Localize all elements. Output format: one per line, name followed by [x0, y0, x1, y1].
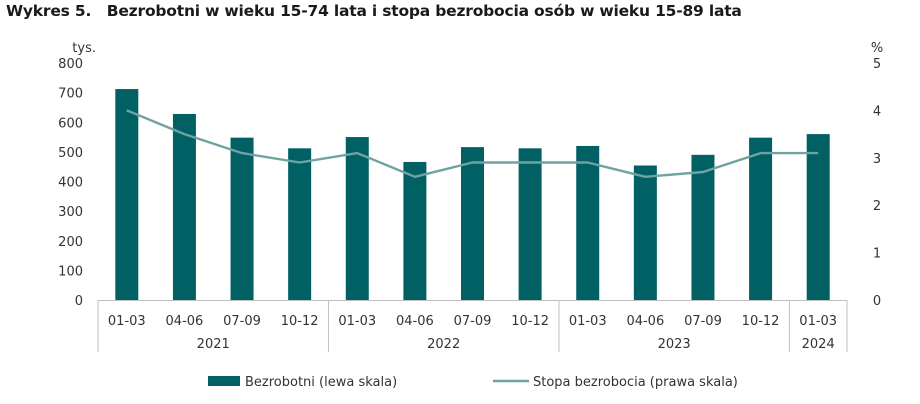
bar: [749, 137, 773, 300]
x-tick-label: 07-09: [684, 314, 722, 329]
bar: [288, 148, 312, 300]
bar: [230, 137, 254, 300]
line-series: [126, 109, 819, 179]
left-tick-label: 100: [58, 264, 83, 279]
right-tick-label: 1: [873, 247, 881, 262]
bar: [633, 165, 657, 300]
x-tick-label: 04-06: [166, 314, 204, 329]
right-axis: % 0 1 2 3 4 5: [871, 41, 883, 309]
left-tick-label: 700: [58, 87, 83, 102]
bar: [172, 113, 196, 300]
group-label: 2021: [197, 337, 230, 352]
group-label: 2022: [427, 337, 460, 352]
bar: [576, 145, 600, 300]
bar-series: [115, 89, 830, 300]
bar: [806, 134, 830, 300]
left-axis-unit: tys.: [72, 41, 96, 56]
bar: [518, 148, 542, 300]
x-tick-label: 07-09: [454, 314, 492, 329]
rate-line: [126, 109, 819, 179]
right-tick-label: 0: [873, 294, 881, 309]
right-tick-label: 2: [873, 199, 881, 214]
x-tick-label: 01-03: [108, 314, 146, 329]
x-tick-label: 01-03: [569, 314, 607, 329]
bar: [403, 161, 427, 300]
x-tick-label: 04-06: [396, 314, 434, 329]
right-tick-label: 5: [873, 57, 881, 72]
right-axis-unit: %: [871, 41, 883, 56]
left-tick-label: 500: [58, 146, 83, 161]
x-tick-label: 01-03: [338, 314, 376, 329]
x-axis: 01-03 04-06 07-09 10-12 01-03 04-06 07-09 10-12…: [97, 300, 848, 352]
x-tick-label: 01-03: [799, 314, 837, 329]
group-label: 2024: [802, 337, 835, 352]
left-tick-label: 600: [58, 116, 83, 131]
bar: [461, 147, 484, 300]
left-tick-label: 300: [58, 205, 83, 220]
left-axis: tys. 0 100 200 300 400 500 600 700 800: [58, 41, 96, 309]
left-tick-label: 400: [58, 176, 83, 191]
x-tick-label: 10-12: [281, 314, 319, 329]
left-tick-label: 800: [58, 57, 83, 72]
x-tick-label: 07-09: [223, 314, 261, 329]
x-tick-label: 10-12: [742, 314, 780, 329]
legend: Bezrobotni (lewa skala) Stopa bezrobocia …: [208, 375, 738, 390]
legend-swatch-bar: [208, 376, 240, 386]
x-tick-label: 10-12: [511, 314, 549, 329]
chart-title: Wykres 5. Bezrobotni w wieku 15-74 lata …: [6, 2, 742, 20]
left-tick-label: 200: [58, 235, 83, 250]
bar: [691, 154, 715, 300]
x-tick-label: 04-06: [626, 314, 664, 329]
group-label: 2023: [658, 337, 691, 352]
bar: [345, 137, 369, 300]
bar: [115, 89, 139, 300]
right-tick-label: 4: [873, 104, 881, 119]
legend-label-line: Stopa bezrobocia (prawa skala): [533, 375, 738, 390]
legend-label-bar: Bezrobotni (lewa skala): [245, 375, 397, 390]
left-tick-label: 0: [75, 294, 83, 309]
right-tick-label: 3: [873, 152, 881, 167]
